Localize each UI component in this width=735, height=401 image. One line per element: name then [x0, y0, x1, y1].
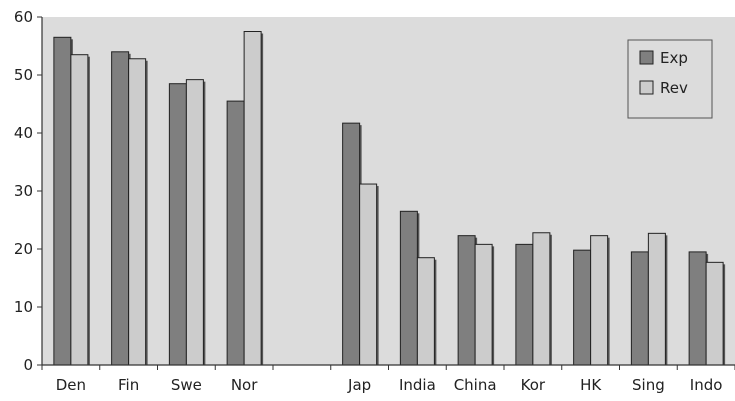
bar-shadow-rev-swe: [203, 81, 206, 365]
bar-shadow-rev-sing: [665, 235, 668, 365]
x-tick-label-indo: Indo: [690, 376, 723, 394]
bar-shadow-rev-nor: [261, 33, 264, 365]
bar-shadow-rev-jap: [376, 186, 379, 365]
y-tick-label-0: 0: [23, 356, 33, 374]
bar-rev-jap: [359, 183, 378, 366]
bar-exp-indo: [688, 251, 707, 366]
bars-layer: [53, 31, 726, 366]
bar-exp-den: [53, 36, 72, 366]
bar-exp-jap: [342, 122, 361, 366]
bar-rev-hk: [590, 235, 609, 366]
bar-exp-india: [399, 210, 418, 366]
bar-rev-den: [70, 54, 89, 366]
bar-shadow-rev-fin: [145, 60, 148, 365]
y-tick-label-40: 40: [14, 124, 33, 142]
x-tick-label-sing: Sing: [632, 376, 665, 394]
y-tick-label-50: 50: [14, 66, 33, 84]
x-tick-label-swe: Swe: [171, 376, 202, 394]
bar-exp-sing: [630, 251, 649, 366]
bar-exp-hk: [573, 249, 592, 366]
y-tick-label-60: 60: [14, 8, 33, 26]
legend-swatch-rev: [639, 80, 654, 95]
bar-rev-nor: [243, 31, 262, 366]
legend-swatch-exp: [639, 50, 654, 65]
bar-shadow-rev-india: [434, 259, 437, 365]
x-tick-label-china: China: [454, 376, 497, 394]
bar-rev-china: [474, 243, 493, 366]
legend-label-rev: Rev: [660, 79, 688, 97]
bar-shadow-rev-china: [492, 246, 495, 365]
bar-exp-kor: [515, 243, 534, 366]
bar-rev-india: [416, 257, 435, 366]
legend-label-exp: Exp: [660, 49, 688, 67]
bar-exp-fin: [111, 51, 130, 366]
x-tick-label-kor: Kor: [521, 376, 546, 394]
x-tick-label-hk: HK: [580, 376, 602, 394]
bar-shadow-rev-indo: [723, 264, 726, 365]
bar-exp-swe: [168, 83, 187, 366]
bar-rev-fin: [128, 58, 147, 366]
x-tick-label-india: India: [399, 376, 436, 394]
plot-area: [42, 17, 735, 365]
bar-shadow-rev-hk: [607, 237, 610, 365]
legend: Exp Rev: [627, 39, 713, 119]
bar-rev-indo: [705, 261, 724, 366]
ticks-layer: 0 10 20 30 40 50 60 Den Fin Swe Nor Jap India China Ko…: [14, 8, 735, 394]
y-tick-label-20: 20: [14, 240, 33, 258]
bar-exp-nor: [226, 100, 245, 366]
x-tick-label-fin: Fin: [118, 376, 139, 394]
x-tick-label-jap: Jap: [347, 376, 371, 394]
y-tick-label-30: 30: [14, 182, 33, 200]
bar-shadow-rev-kor: [549, 234, 552, 365]
bar-shadow-rev-den: [87, 56, 90, 365]
bar-rev-sing: [647, 232, 666, 366]
bar-rev-swe: [185, 79, 204, 366]
y-tick-label-10: 10: [14, 298, 33, 316]
x-tick-label-nor: Nor: [231, 376, 258, 394]
x-tick-label-den: Den: [56, 376, 86, 394]
bar-rev-kor: [532, 232, 551, 366]
bar-exp-china: [457, 235, 476, 366]
